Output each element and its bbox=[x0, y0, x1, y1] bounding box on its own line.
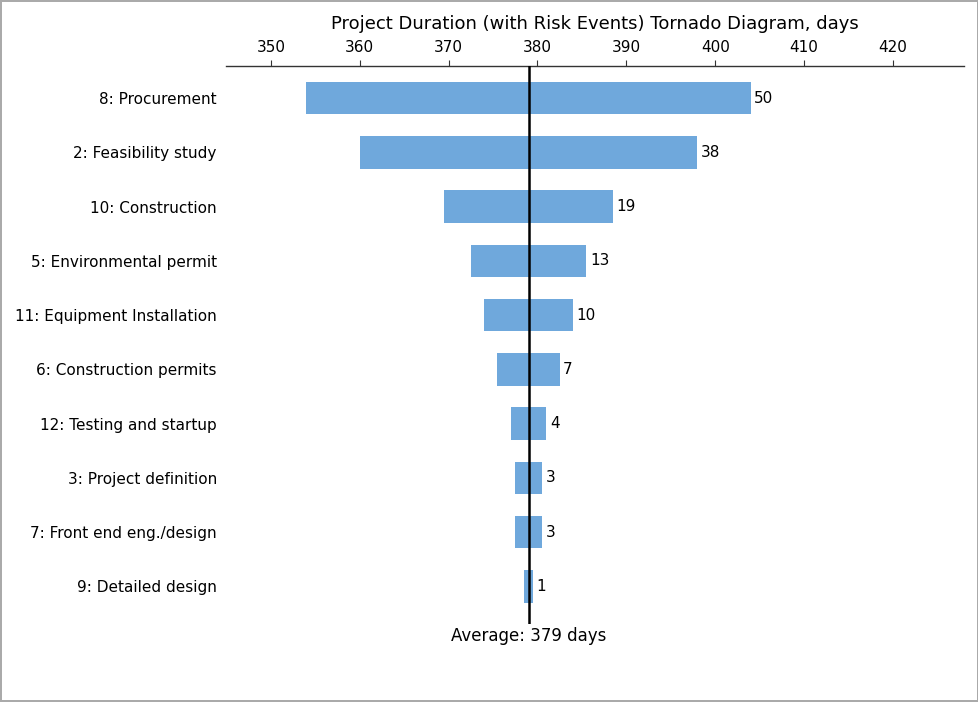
Bar bbox=[470, 244, 586, 277]
Text: 38: 38 bbox=[700, 145, 720, 160]
Text: 10: 10 bbox=[576, 307, 596, 322]
Bar bbox=[511, 407, 546, 440]
Text: 19: 19 bbox=[616, 199, 636, 214]
Bar bbox=[359, 136, 696, 168]
Bar bbox=[484, 299, 572, 331]
Bar bbox=[306, 82, 750, 114]
Text: 1: 1 bbox=[536, 578, 546, 594]
Bar bbox=[523, 570, 532, 602]
Text: 7: 7 bbox=[562, 362, 572, 377]
Bar bbox=[497, 353, 559, 385]
Bar bbox=[514, 516, 542, 548]
Bar bbox=[444, 190, 612, 223]
Bar bbox=[514, 461, 542, 494]
Text: 3: 3 bbox=[545, 524, 555, 540]
Text: 3: 3 bbox=[545, 470, 555, 485]
Text: Average: 379 days: Average: 379 days bbox=[451, 627, 605, 645]
Title: Project Duration (with Risk Events) Tornado Diagram, days: Project Duration (with Risk Events) Torn… bbox=[331, 15, 859, 33]
Text: 13: 13 bbox=[590, 253, 608, 268]
Text: 50: 50 bbox=[753, 91, 773, 105]
Text: 4: 4 bbox=[550, 416, 559, 431]
